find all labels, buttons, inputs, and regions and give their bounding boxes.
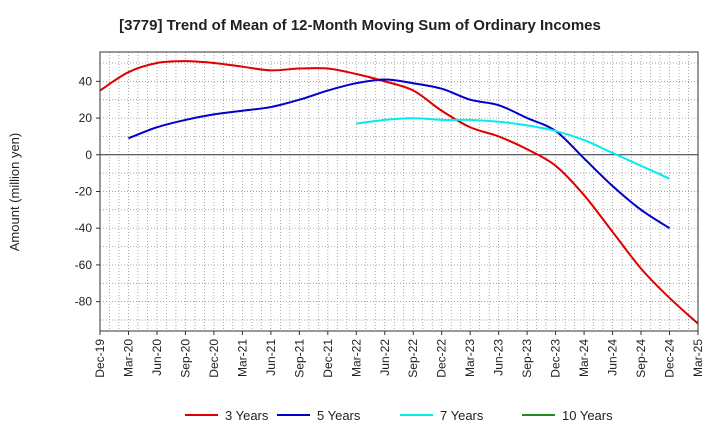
x-tick-label: Sep-21 [292, 339, 306, 378]
x-tick-label: Dec-21 [321, 339, 335, 378]
x-tick-label: Dec-20 [207, 339, 221, 378]
x-tick-label: Dec-24 [663, 339, 677, 378]
y-tick-label: -40 [75, 221, 93, 235]
y-tick-label: -60 [75, 258, 93, 272]
legend: 3 Years 5 Years 7 Years 10 Years [185, 408, 613, 423]
x-tick-label: Sep-22 [406, 339, 420, 378]
x-tick-label: Dec-22 [435, 339, 449, 378]
y-tick-label: -80 [75, 295, 93, 309]
x-tick-label: Dec-23 [549, 339, 563, 378]
x-tick-label: Jun-24 [606, 339, 620, 376]
legend-label-7-years: 7 Years [440, 408, 484, 423]
x-tick-label: Mar-24 [577, 339, 591, 377]
legend-label-3-years: 3 Years [225, 408, 269, 423]
x-tick-label: Jun-20 [150, 339, 164, 376]
series-line-3-years [99, 60, 699, 325]
x-axis-ticks: Dec-19 Mar-20 Jun-20 Sep-20 Dec-20 Mar-21 Jun-… [93, 331, 705, 378]
gridlines [100, 52, 698, 331]
y-tick-label: 40 [79, 74, 93, 88]
x-tick-label: Jun-23 [492, 339, 506, 376]
y-tick-label: 20 [79, 111, 93, 125]
x-tick-label: Mar-25 [691, 339, 705, 377]
series-lines [99, 60, 699, 325]
legend-label-10-years: 10 Years [562, 408, 613, 423]
x-tick-label: Dec-19 [93, 339, 107, 378]
x-tick-label: Mar-20 [121, 339, 135, 377]
x-tick-label: Sep-20 [178, 339, 192, 378]
plot-area [99, 51, 699, 332]
x-tick-label: Mar-22 [349, 339, 363, 377]
y-axis-label: Amount (million yen) [7, 133, 22, 252]
x-tick-label: Mar-21 [235, 339, 249, 377]
series-line-5-years [128, 78, 671, 230]
series-line-7-years [356, 117, 670, 180]
x-tick-label: Sep-24 [634, 339, 648, 378]
x-tick-label: Jun-22 [378, 339, 392, 376]
chart-title: [3779] Trend of Mean of 12-Month Moving … [119, 17, 601, 34]
y-axis-ticks: 40 20 0 -20 -40 -60 -80 [75, 74, 100, 309]
x-tick-label: Jun-21 [264, 339, 278, 376]
x-tick-label: Mar-23 [463, 339, 477, 377]
y-tick-label: -20 [75, 185, 93, 199]
y-tick-label: 0 [85, 148, 92, 162]
x-tick-label: Sep-23 [520, 339, 534, 378]
legend-label-5-years: 5 Years [317, 408, 361, 423]
